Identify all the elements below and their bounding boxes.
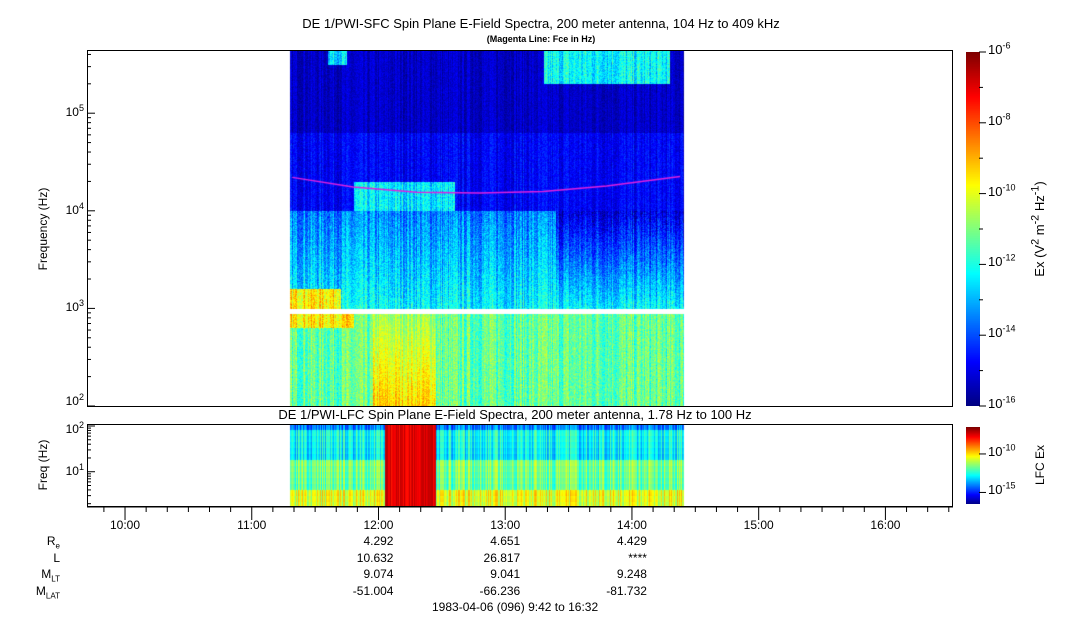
chart-title: DE 1/PWI-SFC Spin Plane E-Field Spectra,… (302, 16, 780, 31)
ephemeris-value: 26.817 (483, 550, 521, 565)
lfc-colorbar (966, 427, 980, 504)
colorbar-tick-label: 10-8 (988, 111, 1011, 128)
date-range-label: 1983-04-06 (096) 9:42 to 16:32 (432, 600, 599, 614)
x-tick-label: 15:00 (743, 518, 774, 532)
ephemeris-value: **** (628, 550, 647, 565)
ephemeris-value: 9.248 (616, 567, 647, 581)
sfc-y-axis-label: Frequency (Hz) (36, 187, 50, 271)
ephemeris-value: 4.292 (363, 534, 394, 548)
y-tick-label: 102 (65, 392, 84, 409)
sfc-plot-frame (87, 50, 953, 407)
ephemeris-value: 9.041 (490, 567, 521, 581)
ephemeris-value: -81.732 (606, 583, 647, 598)
colorbar-tick-label: 10-12 (988, 253, 1016, 270)
x-tick-label: 10:00 (110, 518, 141, 532)
sfc-colorbar (966, 52, 980, 406)
y-tick-label: 105 (65, 103, 84, 120)
ephemeris-value: -66.236 (479, 583, 521, 598)
colorbar-tick-label: 10-10 (988, 182, 1016, 199)
colorbar-tick-label: 10-14 (988, 323, 1016, 341)
ephemeris-value: 4.651 (490, 534, 521, 548)
ephemeris-value: 4.429 (616, 534, 647, 548)
lfc-colorbar-tick-label: 10-10 (988, 442, 1016, 459)
ephemeris-row-label: MLAT (35, 583, 60, 600)
lfc-chart-title: DE 1/PWI-LFC Spin Plane E-Field Spectra,… (278, 407, 752, 422)
colorbar-tick-label: 10-6 (988, 40, 1011, 57)
x-tick-label: 12:00 (363, 518, 394, 532)
lfc-y-tick-label: 102 (65, 420, 84, 437)
chart-subtitle: (Magenta Line: Fce in Hz) (486, 34, 596, 44)
lfc-y-axis-label: Freq (Hz) (36, 439, 50, 491)
y-tick-label: 104 (65, 200, 84, 217)
ephemeris-row-label: L (53, 550, 60, 565)
ephemeris-value: 9.074 (363, 567, 394, 581)
ephemeris-row-label: MLT (41, 567, 60, 584)
sfc-colorbar-label: Ex (V2 m-2 Hz-1) (1029, 181, 1047, 277)
lfc-spectrogram-heatmap (87, 424, 952, 506)
lfc-colorbar-label: LFC Ex (1033, 445, 1047, 486)
lfc-colorbar-tick-label: 10-15 (988, 481, 1016, 498)
lfc-y-tick-label: 101 (65, 461, 84, 478)
x-tick-label: 11:00 (237, 518, 267, 532)
colorbar-tick-label: 10-16 (988, 394, 1016, 411)
ephemeris-value: 10.632 (356, 550, 394, 565)
sfc-spectrogram-heatmap (87, 50, 952, 406)
x-tick-label: 16:00 (870, 518, 901, 532)
x-tick-label: 14:00 (616, 518, 647, 532)
ephemeris-value: -51.004 (352, 583, 394, 598)
x-tick-label: 13:00 (490, 518, 521, 532)
ephemeris-row-label: Re (46, 534, 60, 551)
y-tick-label: 103 (65, 298, 84, 315)
